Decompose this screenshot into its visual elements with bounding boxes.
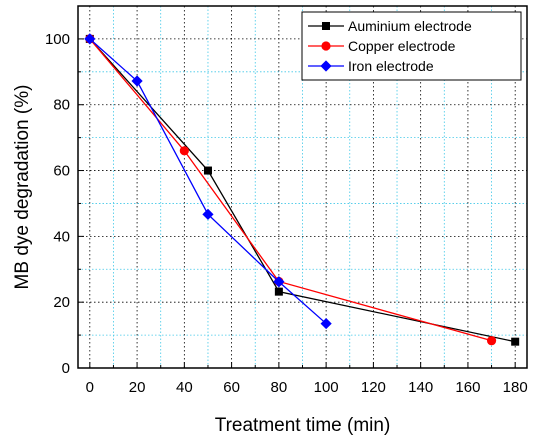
data-point — [203, 166, 212, 175]
x-tick-label: 0 — [86, 379, 94, 396]
x-tick-label: 120 — [361, 379, 386, 396]
data-point — [179, 146, 189, 156]
legend-label: Auminium electrode — [348, 18, 472, 34]
series-line — [89, 38, 492, 342]
legend-item: Iron electrode — [308, 58, 434, 74]
y-tick-label: 40 — [53, 228, 70, 245]
data-point — [274, 287, 283, 296]
legend-marker — [321, 41, 331, 51]
x-tick-label: 140 — [408, 379, 433, 396]
series-circle-group — [85, 34, 497, 346]
series-group — [84, 33, 520, 346]
data-point — [84, 33, 96, 45]
legend-label: Copper electrode — [348, 38, 456, 54]
x-tick-label: 100 — [314, 379, 339, 396]
axis-ticks: 0 20 40 60 80 100 120 140 160 180 0 20 40 60 80 100 — [45, 31, 528, 396]
series-diamond-group — [84, 33, 332, 330]
y-axis-title: MB dye degradation (%) — [12, 85, 33, 290]
series-line — [89, 38, 516, 343]
x-tick-label: 160 — [455, 379, 480, 396]
data-point — [273, 276, 285, 288]
x-axis-title: Treatment time (min) — [215, 415, 391, 436]
x-tick-label: 20 — [129, 379, 146, 396]
x-tick-label: 180 — [503, 379, 528, 396]
y-tick-label: 100 — [45, 31, 70, 48]
x-tick-label: 60 — [223, 379, 240, 396]
legend-marker — [322, 22, 330, 30]
legend-item: Auminium electrode — [308, 18, 472, 34]
legend: Auminium electrode Copper electrode Iron e… — [301, 11, 522, 81]
legend-marker — [320, 60, 332, 72]
data-point — [320, 317, 332, 330]
data-point — [131, 75, 143, 87]
x-tick-label: 80 — [271, 379, 288, 396]
y-tick-label: 60 — [53, 163, 70, 180]
y-tick-label: 80 — [53, 97, 70, 114]
data-point — [202, 208, 214, 220]
data-point — [511, 337, 520, 346]
x-tick-label: 40 — [176, 379, 193, 396]
series-square-group — [85, 34, 520, 346]
data-point — [486, 336, 497, 346]
legend-item: Copper electrode — [308, 38, 456, 54]
y-tick-label: 0 — [62, 360, 70, 377]
legend-label: Iron electrode — [348, 58, 434, 74]
y-tick-label: 20 — [53, 294, 70, 311]
